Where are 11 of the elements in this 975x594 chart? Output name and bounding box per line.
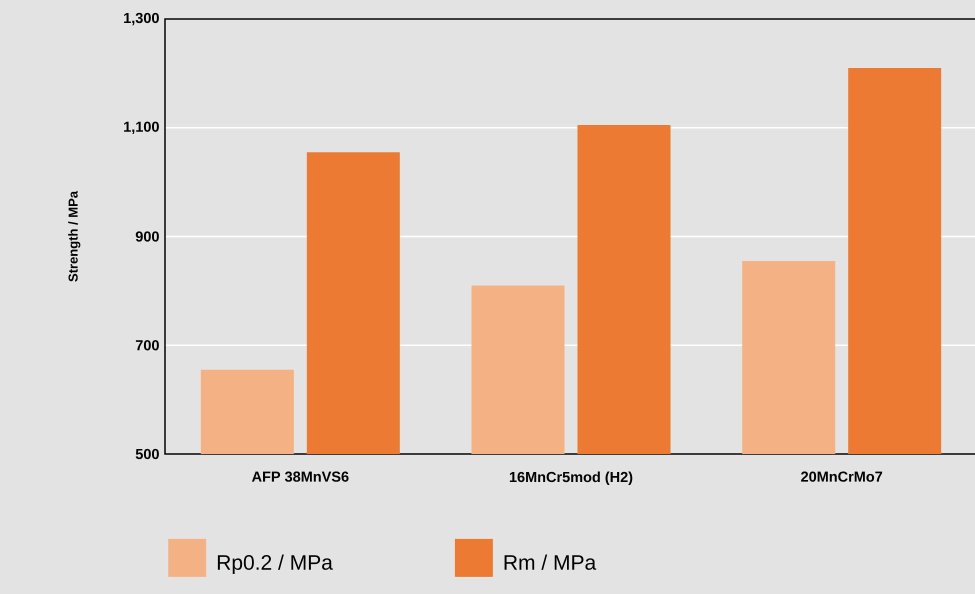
x-tick-label: 16MnCr5mod (H2) [510, 472, 632, 486]
x-tick-label: 20MnCrMo7 [801, 472, 882, 482]
legend-label: Rm / MPa [504, 554, 596, 570]
y-tick-label: 1,300 [124, 12, 159, 26]
y-axis-title: Strength / MPa [68, 190, 80, 282]
x-tick-label: AFP 38MnVS6 [252, 472, 349, 482]
y-tick-label: 900 [136, 231, 159, 242]
y-tick-label: 700 [136, 340, 159, 350]
legend-label: Rp0.2 / MPa [218, 554, 333, 574]
y-tick-label: 500 [136, 448, 159, 460]
y-tick-label: 1,100 [124, 122, 159, 134]
